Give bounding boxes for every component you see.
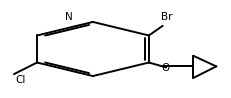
Text: O: O (160, 63, 168, 73)
Text: Cl: Cl (15, 75, 25, 85)
Text: N: N (65, 12, 72, 22)
Text: Br: Br (160, 12, 172, 22)
